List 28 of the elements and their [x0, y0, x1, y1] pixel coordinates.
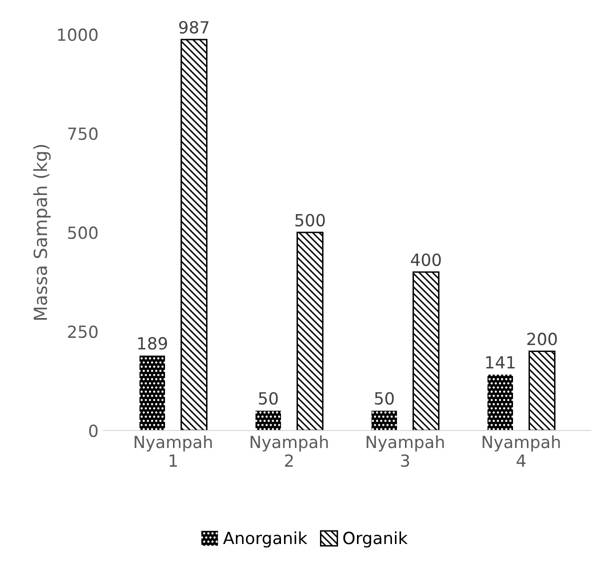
- data-label: 200: [527, 332, 557, 346]
- bar: [371, 410, 398, 430]
- data-label: 141: [486, 356, 515, 368]
- legend-label: Organik: [343, 531, 408, 548]
- data-label: 400: [410, 253, 441, 266]
- x-tick-label: Nyampah 3: [366, 435, 444, 467]
- data-label: 987: [179, 20, 208, 34]
- y-tick-label: 0: [89, 424, 98, 438]
- bar: [139, 356, 166, 430]
- y-tick-label: 750: [68, 127, 98, 140]
- bar: [528, 350, 556, 430]
- y-axis-title: Massa Sampah (kg): [33, 144, 51, 320]
- y-tick-label: 500: [68, 226, 98, 240]
- data-label: 50: [258, 392, 278, 405]
- y-tick-label: 1000: [58, 28, 98, 42]
- x-tick-label: Nyampah 4: [482, 435, 560, 467]
- x-tick-label: Nyampah 1: [134, 435, 212, 467]
- data-label: 500: [295, 214, 325, 226]
- y-tick-label: 250: [68, 325, 98, 338]
- bar: [180, 38, 208, 430]
- data-label: 50: [374, 392, 394, 405]
- legend-label: Anorganik: [223, 531, 308, 548]
- x-tick-label: Nyampah 2: [250, 435, 328, 467]
- bar: [412, 271, 440, 430]
- bar: [487, 374, 514, 430]
- bar: [296, 232, 324, 430]
- data-label: 189: [138, 337, 167, 350]
- bar: [255, 410, 282, 430]
